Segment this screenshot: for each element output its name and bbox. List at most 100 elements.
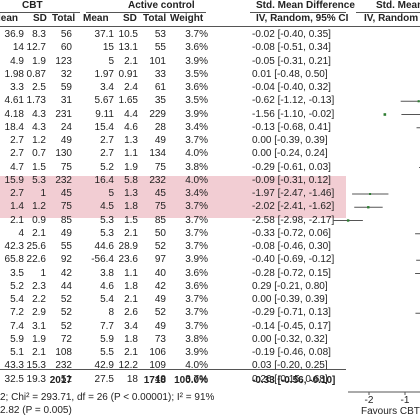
favours-cbt-label: Favours CBT [361,406,420,417]
cell-ci: -0.33 [-0.72, 0.06] [252,227,331,239]
cell-m1: 2.1 [10,214,24,226]
cell-n1: 130 [55,148,72,160]
cell-m1: 5.4 [10,294,24,305]
cell-m1: 15.9 [4,174,24,186]
cell-ci: -2.02 [-2.41, -1.62] [252,201,335,213]
col-mean-1: lean [0,13,19,24]
cell-m1: 4.7 [10,161,24,173]
effect-marker [369,193,372,195]
cell-sd1: 0.87 [26,68,46,80]
cell-w: 3.9% [185,108,208,120]
cell-w: 3.9% [185,254,208,266]
cell-n1: 52 [60,307,72,319]
header-underline-effect-right [356,12,420,13]
cell-n1: 123 [55,55,72,67]
cell-m2: 44.6 [94,241,114,252]
effect-marker [346,219,350,222]
cell-sd1: 1.9 [32,55,46,67]
cell-m1: 1.4 [10,201,24,213]
header-underline-effect [250,12,346,13]
cell-sd1: 1.5 [32,161,46,173]
cell-ci: -0.05 [-0.31, 0.21] [252,55,331,67]
cell-w: 3.4% [185,188,208,199]
cell-n2: 61 [154,82,166,93]
cell-n1: 108 [55,347,72,358]
cell-n2: 109 [149,360,166,372]
cell-w: 4.0% [185,148,208,160]
cell-sd2: 5.8 [124,174,138,186]
cell-sd2: 4.4 [124,108,138,120]
cell-n1: 56 [60,29,72,40]
cell-m2: 3.4 [100,82,114,93]
cell-m2: 3.8 [100,267,114,279]
cell-m1: 4.18 [4,108,24,120]
cell-m2: 5.5 [100,347,114,358]
header-underline-control [86,12,206,13]
cell-n1: 24 [60,121,72,133]
col-method: IV, Random, 95% CI [256,13,349,24]
cell-sd2: 28.9 [118,241,138,252]
cell-sd1: 15.3 [26,360,46,372]
col-sd-1: SD [33,13,47,24]
col-sd-2: SD [123,13,137,24]
cell-ci: -0.14 [-0.45, 0.17] [252,320,331,332]
cell-sd1: 2.5 [32,82,46,93]
cell-sd2: 2.1 [124,55,138,67]
cell-ci: 0.00 [-0.39, 0.39] [252,135,328,146]
cell-ci: -0.40 [-0.69, -0.12] [252,254,335,266]
heterogeneity-text: 2; Chi² = 293.71, df = 26 (P < 0.00001);… [0,392,215,403]
cell-sd1: 0.7 [32,148,46,160]
cell-m1: 4.9 [10,55,24,67]
cell-n2: 106 [149,347,166,358]
cell-sd2: 1.5 [124,214,138,226]
cell-ci: 0.01 [-0.48, 0.50] [252,68,328,80]
cell-w: 3.8% [185,333,208,345]
cell-n2: 55 [154,42,166,54]
total-n1: 2017 [49,375,72,386]
cell-sd1: 19.3 [26,373,46,385]
cell-sd2: 2.4 [124,82,138,93]
cell-w: 3.7% [185,373,208,385]
cell-n2: 35 [154,95,166,107]
cell-n2: 75 [154,201,166,213]
cell-n2: 232 [149,174,166,186]
cell-sd2: 10.5 [118,29,138,40]
cell-ci: 0.00 [-0.32, 0.32] [252,333,328,345]
cell-m1: 43.3 [4,360,24,372]
cell-ci: -0.04 [-0.40, 0.32] [252,82,331,93]
cell-ci: -0.62 [-1.12, -0.13] [252,95,335,107]
cell-n2: 229 [149,108,166,120]
cell-n2: 85 [154,214,166,226]
cell-m1: 7.2 [10,307,24,319]
tick-label-minus2: -2 [364,395,374,406]
cell-sd2: 1.8 [124,280,138,292]
cell-m2: 42.9 [94,360,114,372]
cell-n1: 55 [60,241,72,252]
cell-w: 3.7% [185,201,208,213]
cell-n1: 44 [60,280,72,292]
cell-n1: 85 [60,214,72,226]
col-weight: Weight [170,13,204,24]
header-bottom-rule [0,26,420,27]
cell-m1: 3.5 [10,267,24,279]
cell-m2: 5.67 [94,95,114,107]
cell-ci: -0.09 [-0.31, 0.12] [252,174,331,186]
cell-m2: 5 [108,55,114,67]
cell-ci: 0.03 [-0.20, 0.25] [252,360,328,372]
cell-sd1: 22.6 [26,254,46,266]
cell-sd2: 12.2 [118,360,138,372]
cell-w: 3.5% [185,95,208,107]
cell-sd1: 2.3 [32,280,46,292]
cell-sd1: 12.7 [26,42,46,54]
cell-ci: -0.08 [-0.51, 0.34] [252,42,331,54]
cell-m2: 27.5 [94,373,114,385]
cell-w: 3.6% [185,267,208,279]
cell-n2: 52 [154,241,166,252]
cell-sd2: 2.1 [124,227,138,239]
cell-m2: 15.4 [94,121,114,133]
cell-ci: -0.19 [-0.46, 0.08] [252,347,331,358]
cell-n1: 72 [60,333,72,345]
cell-n2: 42 [154,280,166,292]
